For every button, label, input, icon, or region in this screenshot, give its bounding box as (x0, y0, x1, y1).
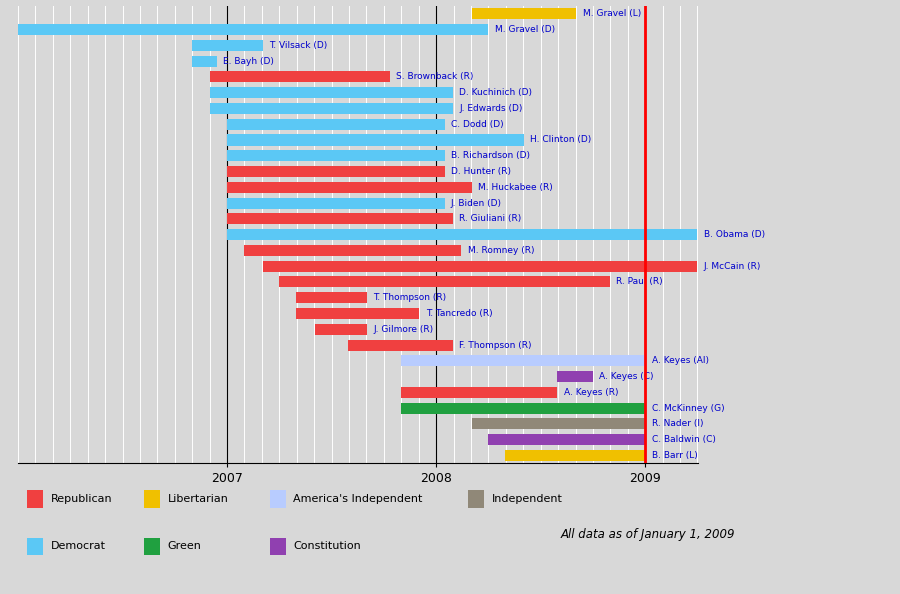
Bar (227, 119, 445, 129)
Text: R. Nader (I): R. Nader (I) (652, 419, 703, 428)
Text: S. Brownback (R): S. Brownback (R) (396, 72, 473, 81)
Bar (489, 434, 645, 445)
Text: R. Paul (R): R. Paul (R) (616, 277, 662, 286)
Text: J. Biden (D): J. Biden (D) (451, 198, 502, 207)
Text: D. Kuchinich (D): D. Kuchinich (D) (459, 88, 532, 97)
Text: T. Vilsack (D): T. Vilsack (D) (269, 41, 327, 50)
Bar (211, 87, 453, 98)
Text: B. Richardson (D): B. Richardson (D) (451, 151, 530, 160)
Bar (557, 371, 593, 382)
Text: J. Edwards (D): J. Edwards (D) (459, 104, 523, 113)
Bar (296, 308, 419, 319)
Bar (315, 324, 367, 335)
Bar (211, 71, 391, 83)
Text: All data as of January 1, 2009: All data as of January 1, 2009 (561, 528, 735, 541)
Bar (227, 213, 453, 225)
Text: E. Bayh (D): E. Bayh (D) (223, 56, 274, 66)
Text: Libertarian: Libertarian (167, 494, 229, 504)
Bar (348, 340, 453, 350)
Bar (192, 56, 217, 67)
Bar (263, 261, 698, 271)
Text: C. Baldwin (C): C. Baldwin (C) (652, 435, 716, 444)
Text: D. Hunter (R): D. Hunter (R) (451, 167, 511, 176)
Bar (227, 166, 445, 177)
Text: M. Romney (R): M. Romney (R) (467, 246, 534, 255)
Text: A. Keyes (AI): A. Keyes (AI) (652, 356, 708, 365)
Text: Republican: Republican (50, 494, 112, 504)
Text: Independent: Independent (491, 494, 562, 504)
Bar (296, 292, 367, 304)
Bar (192, 40, 263, 51)
Bar (400, 403, 645, 413)
Bar (211, 103, 453, 114)
Text: M. Gravel (D): M. Gravel (D) (495, 25, 554, 34)
Text: J. McCain (R): J. McCain (R) (704, 262, 761, 271)
Text: M. Huckabee (R): M. Huckabee (R) (478, 183, 553, 192)
Bar (279, 276, 609, 287)
Bar (227, 182, 472, 193)
Text: B. Barr (L): B. Barr (L) (652, 451, 698, 460)
Bar (505, 450, 645, 461)
Text: A. Keyes (C): A. Keyes (C) (599, 372, 653, 381)
Bar (227, 134, 524, 146)
Text: B. Obama (D): B. Obama (D) (704, 230, 765, 239)
Bar (472, 418, 645, 429)
Text: J. Gilmore (R): J. Gilmore (R) (374, 325, 434, 334)
Bar (227, 150, 445, 162)
Text: T. Tancredo (R): T. Tancredo (R) (426, 309, 492, 318)
Bar (400, 387, 557, 398)
Bar (227, 198, 445, 208)
Text: Constitution: Constitution (293, 542, 361, 551)
Bar (244, 245, 461, 256)
Text: C. Dodd (D): C. Dodd (D) (451, 120, 503, 129)
Text: F. Thompson (R): F. Thompson (R) (459, 340, 532, 349)
Text: H. Clinton (D): H. Clinton (D) (530, 135, 591, 144)
Bar (227, 229, 698, 240)
Text: R. Giuliani (R): R. Giuliani (R) (459, 214, 521, 223)
Text: Green: Green (167, 542, 202, 551)
Text: M. Gravel (L): M. Gravel (L) (582, 10, 641, 18)
Text: Democrat: Democrat (50, 542, 105, 551)
Bar (18, 24, 489, 35)
Text: T. Thompson (R): T. Thompson (R) (374, 293, 446, 302)
Bar (400, 355, 645, 366)
Text: C. McKinney (G): C. McKinney (G) (652, 403, 725, 413)
Text: A. Keyes (R): A. Keyes (R) (563, 388, 618, 397)
Bar (472, 8, 576, 20)
Text: America's Independent: America's Independent (293, 494, 423, 504)
